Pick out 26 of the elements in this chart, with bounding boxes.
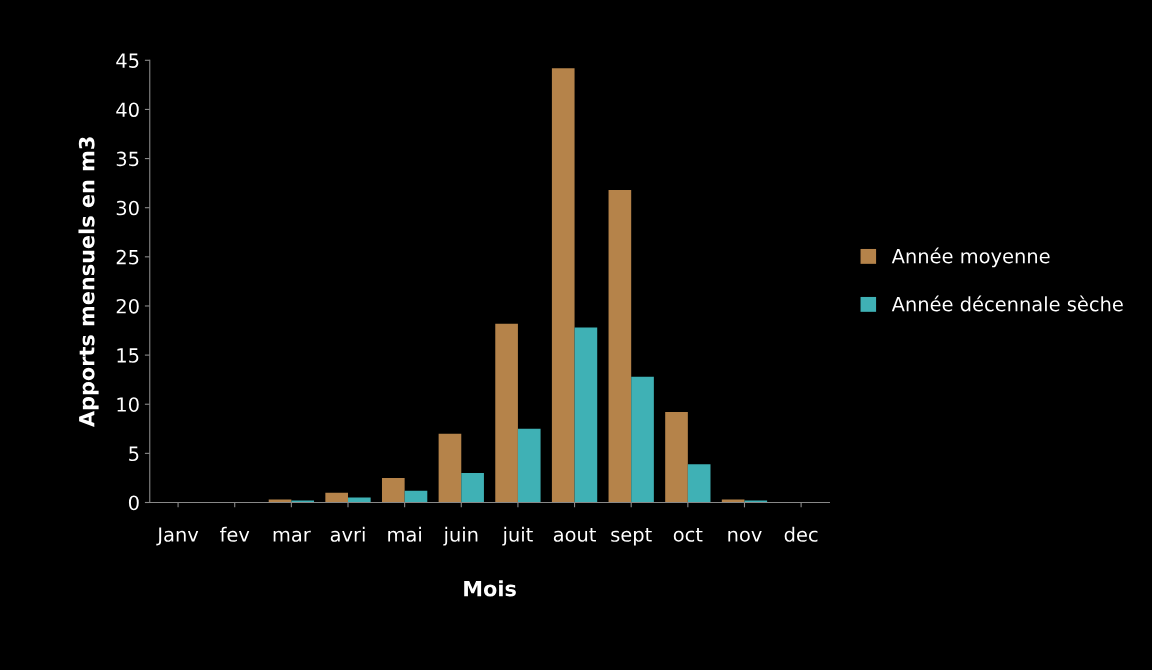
x-tick-label: oct xyxy=(673,527,703,542)
y-tick-label: 15 xyxy=(117,348,139,363)
x-tick-label: mar xyxy=(273,530,311,542)
x-tick-label: mai xyxy=(388,526,421,542)
x-tick-label: Janv xyxy=(156,527,199,546)
x-tick-label: juin xyxy=(443,526,478,546)
y-tick-label: 20 xyxy=(116,298,139,314)
legend-label: Année moyenne xyxy=(891,247,1050,268)
x-tick-label: fev xyxy=(220,526,250,542)
x-tick-label: avri xyxy=(330,526,365,542)
legend-label: Année décennale sèche xyxy=(891,295,1123,312)
y-tick-label: 40 xyxy=(116,102,139,118)
x-tick-label: dec xyxy=(784,526,818,542)
x-axis-title: Mois xyxy=(464,580,516,597)
x-tick-label: nov xyxy=(728,530,762,542)
y-tick-label: 35 xyxy=(116,151,139,167)
x-tick-label: aout xyxy=(553,527,596,542)
y-tick-label: 5 xyxy=(129,446,139,462)
y-axis-title: Apports mensuels en m3 xyxy=(78,137,99,427)
y-tick-label: 0 xyxy=(128,495,139,511)
y-tick-label: 10 xyxy=(117,397,139,412)
y-tick-label: 45 xyxy=(116,53,139,68)
x-tick-label: juit xyxy=(502,526,533,546)
y-tick-label: 25 xyxy=(116,249,139,265)
y-tick-label: 30 xyxy=(116,200,139,216)
x-tick-label: sept xyxy=(611,527,652,546)
